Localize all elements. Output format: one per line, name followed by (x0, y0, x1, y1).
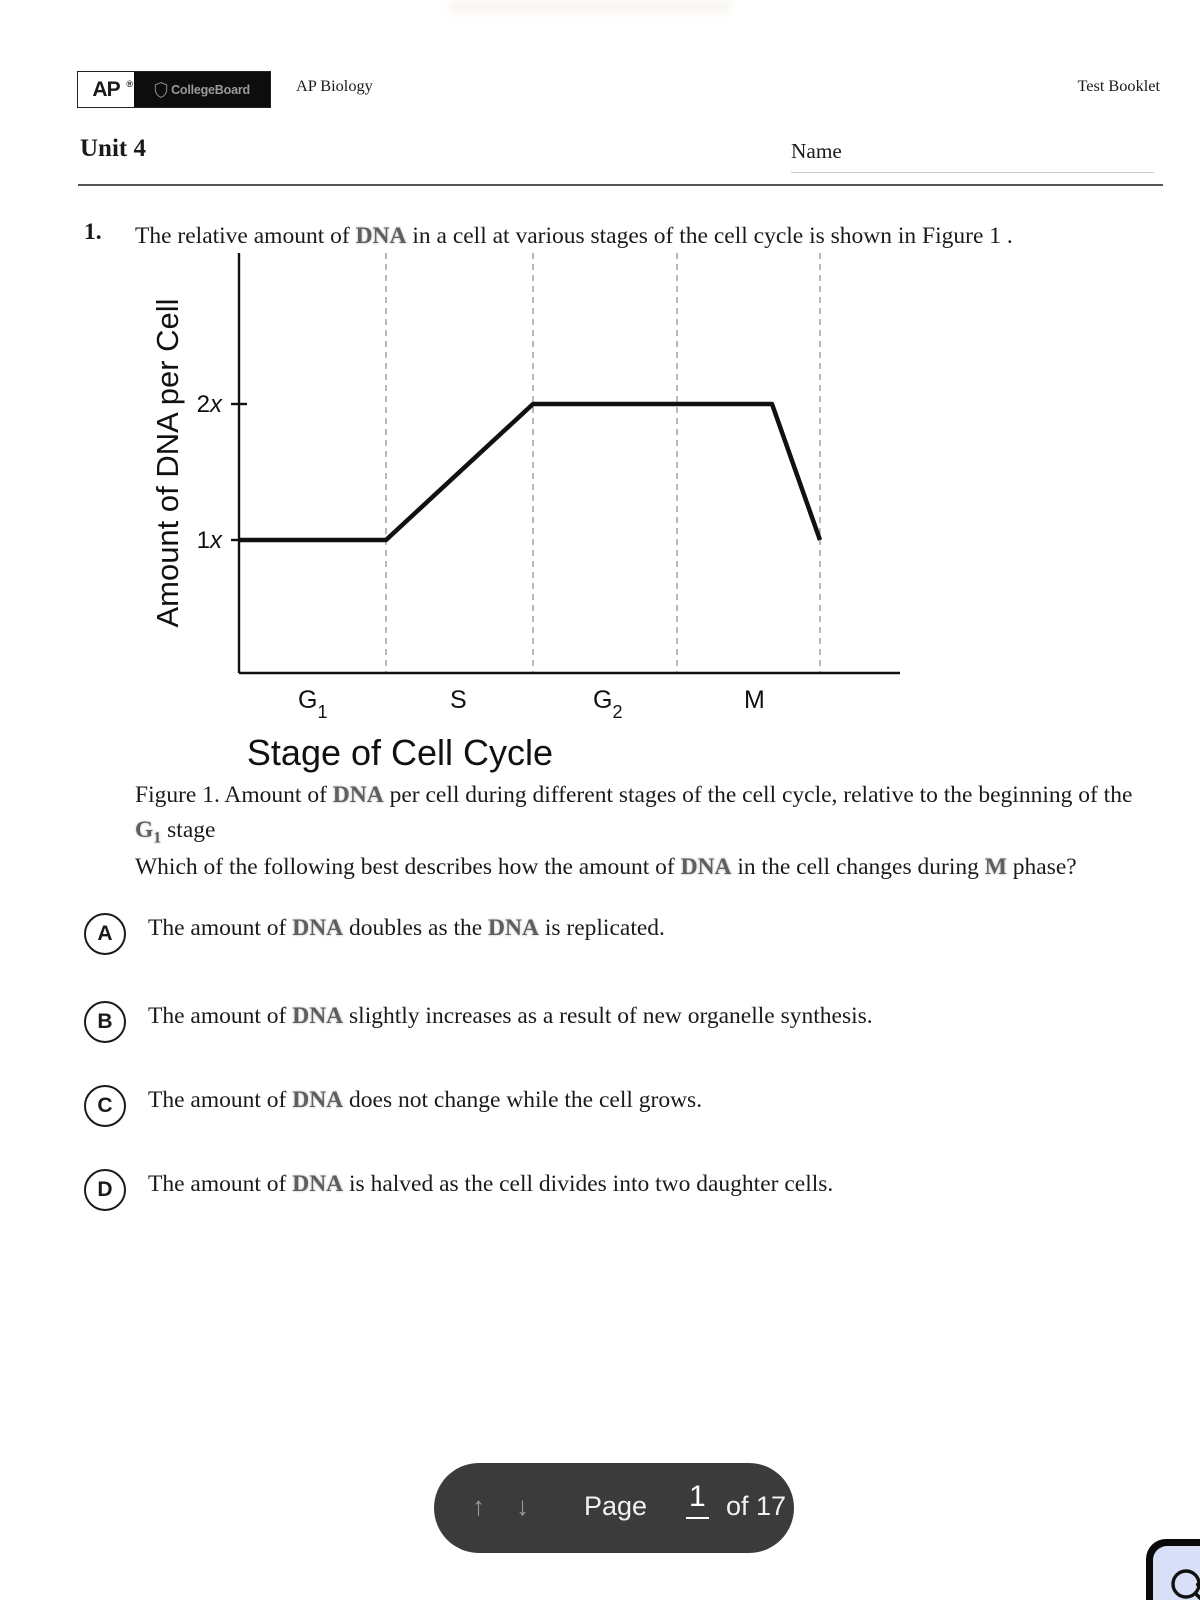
svg-text:G1: G1 (298, 686, 327, 722)
svg-text:Amount of DNA per Cell: Amount of DNA per Cell (150, 298, 185, 627)
svg-text:Stage of Cell Cycle: Stage of Cell Cycle (247, 732, 553, 773)
svg-text:G2: G2 (593, 686, 622, 722)
svg-text:M: M (744, 686, 765, 714)
svg-text:2x: 2x (197, 391, 223, 418)
svg-text:1x: 1x (197, 527, 223, 554)
svg-text:S: S (450, 686, 467, 714)
